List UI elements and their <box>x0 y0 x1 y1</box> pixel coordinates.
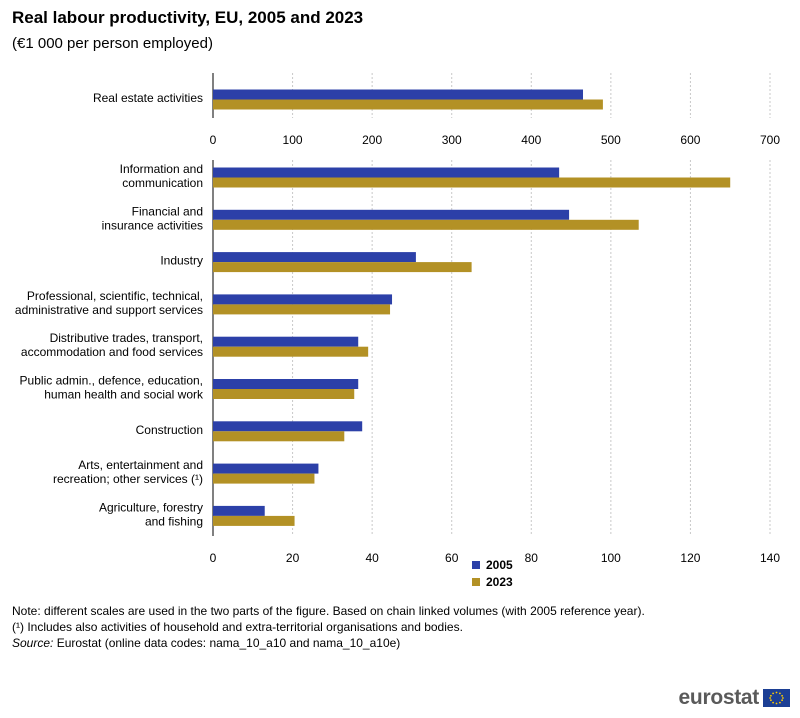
legend-swatch-2023 <box>472 578 480 586</box>
x-tick-label-p2-0: 0 <box>210 551 217 565</box>
legend-swatch-2005 <box>472 561 480 569</box>
category-label-p2-c4-line2: administrative and support services <box>15 303 203 317</box>
x-tick-label-p2-6: 120 <box>680 551 700 565</box>
bar-p2-c2-2005 <box>213 209 570 220</box>
category-label-p2-c4-line1: Professional, scientific, technical, <box>27 289 203 303</box>
category-label-p1-c1-line1: Real estate activities <box>93 91 203 105</box>
category-label-p2-c5-line2: accommodation and food services <box>21 345 203 359</box>
legend-item-2023: 2023 <box>472 575 513 589</box>
bar-p2-c1-2005 <box>213 167 560 178</box>
note-footnote: (¹) Includes also activities of househol… <box>12 620 463 634</box>
source-text: Eurostat (online data codes: nama_10_a10… <box>53 636 401 650</box>
x-tick-label-p1-3: 300 <box>442 133 462 147</box>
bar-p2-c8-2023 <box>213 473 315 484</box>
x-tick-label-p2-1: 20 <box>286 551 300 565</box>
x-tick-label-p2-2: 40 <box>365 551 379 565</box>
x-tick-label-p1-0: 0 <box>210 133 217 147</box>
category-label-p2-c9-line2: and fishing <box>145 514 203 528</box>
category-label-p2-c9-line1: Agriculture, forestry <box>99 500 203 514</box>
eurostat-logo: eurostat <box>679 686 790 710</box>
legend-label-2005: 2005 <box>486 558 513 572</box>
bar-p1-c1-2023 <box>213 99 603 110</box>
note-source: Source: Eurostat (online data codes: nam… <box>12 635 652 651</box>
x-tick-label-p2-3: 60 <box>445 551 459 565</box>
x-tick-label-p1-6: 600 <box>680 133 700 147</box>
x-tick-label-p1-7: 700 <box>760 133 780 147</box>
bar-p2-c4-2005 <box>213 294 393 305</box>
note-scale: Note: different scales are used in the t… <box>12 604 645 618</box>
chart-title: Real labour productivity, EU, 2005 and 2… <box>12 8 364 27</box>
category-label-p2-c6-line2: human health and social work <box>44 388 204 402</box>
bar-p2-c8-2005 <box>213 463 319 474</box>
chart-subtitle: (€1 000 per person employed) <box>12 35 213 52</box>
category-label-p2-c2-line1: Financial and <box>132 204 203 218</box>
category-label-p2-c7-line1: Construction <box>136 423 203 437</box>
bar-p1-c1-2005 <box>213 89 584 100</box>
bar-p2-c9-2023 <box>213 515 295 526</box>
bar-p2-c5-2023 <box>213 346 369 357</box>
source-label: Source: <box>12 636 54 650</box>
category-label-p2-c6-line1: Public admin., defence, education, <box>20 374 203 388</box>
x-tick-label-p1-2: 200 <box>362 133 382 147</box>
bar-p2-c6-2005 <box>213 379 359 389</box>
x-tick-label-p1-1: 100 <box>283 133 303 147</box>
x-tick-label-p2-5: 100 <box>601 551 621 565</box>
eu-flag-icon <box>763 689 790 707</box>
category-label-p2-c2-line2: insurance activities <box>102 218 203 232</box>
category-label-p2-c1-line2: communication <box>122 176 203 190</box>
bar-p2-c2-2023 <box>213 219 639 230</box>
legend-label-2023: 2023 <box>486 575 513 589</box>
eurostat-wordmark: eurostat <box>678 686 760 709</box>
bar-p2-c1-2023 <box>213 177 731 188</box>
bar-p2-c7-2023 <box>213 431 345 442</box>
chart-notes: Note: different scales are used in the t… <box>12 603 652 651</box>
category-label-p2-c3-line1: Industry <box>160 254 203 268</box>
bar-p2-c6-2023 <box>213 389 355 399</box>
category-label-p2-c1-line1: Information and <box>120 162 203 176</box>
category-label-p2-c8-line2: recreation; other services (¹) <box>53 472 203 486</box>
legend-item-2005: 2005 <box>472 558 513 572</box>
x-tick-label-p2-4: 80 <box>525 551 539 565</box>
x-tick-label-p1-5: 500 <box>601 133 621 147</box>
x-tick-label-p1-4: 400 <box>521 133 541 147</box>
bar-p2-c4-2023 <box>213 304 391 315</box>
x-tick-label-p2-7: 140 <box>760 551 780 565</box>
bar-p2-c5-2005 <box>213 336 359 347</box>
bar-p2-c3-2023 <box>213 262 472 273</box>
category-label-p2-c5-line1: Distributive trades, transport, <box>50 331 203 345</box>
bar-p2-c3-2005 <box>213 252 416 263</box>
bar-p2-c9-2005 <box>213 505 265 516</box>
bar-p2-c7-2005 <box>213 421 363 432</box>
category-label-p2-c8-line1: Arts, entertainment and <box>78 458 203 472</box>
